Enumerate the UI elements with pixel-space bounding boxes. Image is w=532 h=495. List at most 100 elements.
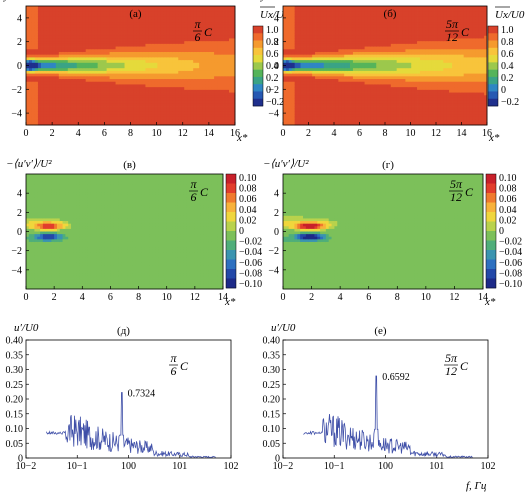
heatmap-cell xyxy=(223,68,227,72)
heatmap-cell xyxy=(31,46,36,50)
heatmap-cell xyxy=(399,24,403,29)
heatmap-cell xyxy=(382,38,386,42)
heatmap-cell xyxy=(157,122,161,126)
heatmap-cell xyxy=(341,100,345,104)
heatmap-cell xyxy=(326,108,331,112)
heatmap-cell xyxy=(341,68,345,72)
heatmap-cell xyxy=(193,6,197,10)
heatmap-cell xyxy=(187,27,191,31)
heatmap-cell xyxy=(109,49,113,53)
heatmap-cell xyxy=(169,108,173,112)
heatmap-cell xyxy=(320,89,325,93)
heatmap-cell xyxy=(347,100,351,104)
heatmap-cell xyxy=(169,114,173,118)
heatmap-cell xyxy=(326,79,331,83)
heatmap-cell xyxy=(31,51,36,56)
heatmap-cell xyxy=(61,65,66,69)
heatmap-cell xyxy=(76,54,81,58)
heatmap-cell xyxy=(199,19,203,23)
heatmap-cell xyxy=(28,14,33,18)
heatmap-cell xyxy=(163,16,167,20)
heatmap-cell xyxy=(49,54,54,58)
heatmap-cell xyxy=(352,16,357,20)
heatmap-cell xyxy=(190,100,194,104)
heatmap-cell xyxy=(130,54,134,58)
heatmap-cell xyxy=(329,81,333,85)
heatmap-cell xyxy=(145,6,149,10)
heatmap-cell xyxy=(76,46,81,50)
heatmap-cell xyxy=(145,103,149,107)
heatmap-cell xyxy=(187,57,191,61)
heatmap-cell xyxy=(199,87,203,91)
heatmap-cell xyxy=(103,22,108,26)
heatmap-cell xyxy=(370,89,374,93)
heatmap-cell xyxy=(326,122,331,126)
heatmap-cell xyxy=(358,89,363,93)
heatmap-cell xyxy=(43,97,48,102)
heatmap-cell xyxy=(341,43,345,47)
heatmap-cell xyxy=(399,35,403,39)
heatmap-cell xyxy=(399,51,403,56)
heatmap-cell xyxy=(396,11,400,15)
heatmap-cell xyxy=(43,65,48,69)
heatmap-cell xyxy=(46,119,51,123)
heatmap-cell xyxy=(190,43,194,47)
heatmap-cell xyxy=(376,8,380,12)
heatmap-cell xyxy=(115,81,119,85)
heatmap-cell xyxy=(145,27,149,31)
heatmap-cell xyxy=(64,38,69,42)
heatmap-cell xyxy=(232,92,236,96)
heatmap-cell xyxy=(208,116,212,120)
heatmap-cell xyxy=(199,106,203,110)
heatmap-cell xyxy=(214,33,218,37)
heatmap-cell xyxy=(291,49,296,53)
heatmap-cell xyxy=(355,6,360,10)
heatmap-cell xyxy=(70,60,75,64)
heatmap-cell xyxy=(88,116,93,120)
heatmap-cell xyxy=(355,106,360,110)
heatmap-cell xyxy=(214,95,218,99)
heatmap-cell xyxy=(309,6,313,10)
heatmap-cell xyxy=(85,62,90,66)
heatmap-cell xyxy=(55,73,60,77)
heatmap-cell xyxy=(67,8,72,12)
heatmap-cell xyxy=(297,6,301,10)
heatmap-cell xyxy=(28,19,33,23)
heatmap-cell xyxy=(317,108,322,112)
heatmap-cell xyxy=(370,51,374,56)
heatmap-cell xyxy=(326,41,331,45)
heatmap-cell xyxy=(196,65,200,69)
heatmap-cell xyxy=(396,49,400,53)
heatmap-cell xyxy=(157,95,161,99)
heatmap-cell xyxy=(370,27,374,31)
heatmap-cell xyxy=(232,97,236,102)
heatmap-cell xyxy=(387,87,392,91)
heatmap-cell xyxy=(163,35,167,39)
heatmap-cell xyxy=(399,54,403,58)
heatmap-cell xyxy=(297,114,301,118)
heatmap-cell xyxy=(88,57,93,61)
heatmap-cell xyxy=(43,41,48,45)
heatmap-cell xyxy=(205,19,209,23)
heatmap-cell xyxy=(385,114,389,118)
heatmap-cell xyxy=(130,70,134,75)
heatmap-cell xyxy=(136,35,140,39)
heatmap-cell xyxy=(85,11,90,15)
heatmap-cell xyxy=(326,92,331,96)
heatmap-cell xyxy=(347,103,351,107)
heatmap-cell xyxy=(26,84,30,88)
heatmap-cell xyxy=(157,49,161,53)
heatmap-cell xyxy=(28,122,33,126)
heatmap-cell xyxy=(73,114,78,118)
heatmap-cell xyxy=(355,119,360,123)
heatmap-cell xyxy=(376,81,380,85)
heatmap-cell xyxy=(172,81,176,85)
heatmap-cell xyxy=(106,43,110,47)
heatmap-cell xyxy=(181,41,185,45)
heatmap-cell xyxy=(64,79,69,83)
heatmap-cell xyxy=(208,89,212,93)
heatmap-cell xyxy=(100,62,105,66)
heatmap-cell xyxy=(175,70,179,75)
heatmap-cell xyxy=(130,57,134,61)
heatmap-cell xyxy=(226,92,230,96)
